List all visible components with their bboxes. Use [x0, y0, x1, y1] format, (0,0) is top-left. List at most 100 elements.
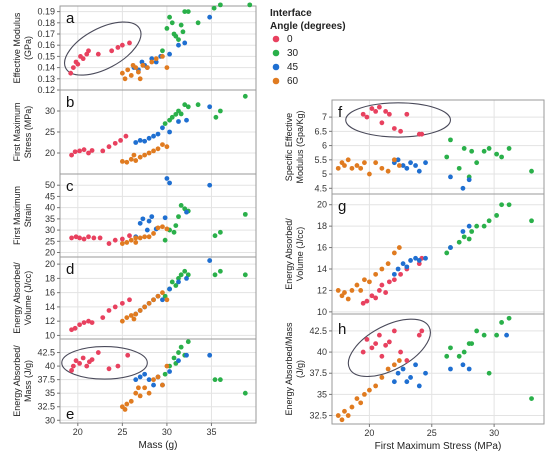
data-point [89, 357, 95, 362]
data-point [369, 345, 375, 351]
y-tick-label: 30 [45, 415, 55, 425]
data-point [151, 297, 156, 303]
data-point [119, 300, 125, 306]
data-point [160, 48, 165, 54]
data-point [176, 37, 181, 42]
data-point [499, 202, 504, 208]
data-point [247, 2, 253, 8]
data-point [360, 111, 366, 117]
data-point [160, 54, 165, 59]
data-point [155, 131, 161, 137]
data-point [376, 104, 382, 110]
y-tick-label: 20 [45, 148, 55, 158]
data-point [173, 33, 179, 39]
panel-g: 10 12 14 16 18 20 Energy Absorbed/Volume (J/cc… [284, 193, 545, 317]
legend-marker [272, 49, 280, 57]
data-point [456, 353, 462, 359]
data-point [182, 268, 188, 274]
data-point [124, 159, 130, 165]
data-point [400, 261, 406, 267]
data-point [349, 404, 355, 410]
data-point [391, 328, 397, 334]
data-point [212, 377, 218, 383]
y-tick-label: 0.14 [37, 63, 55, 73]
data-point [142, 304, 148, 310]
data-point [408, 160, 413, 166]
data-point [142, 234, 148, 240]
data-point [115, 45, 121, 50]
data-point [184, 352, 189, 358]
data-point [342, 163, 347, 168]
x-axis-label: Mass (g) [139, 440, 178, 451]
data-point [112, 237, 118, 243]
data-point [144, 65, 150, 70]
series-0-deg [360, 328, 425, 363]
data-point [448, 366, 453, 372]
data-point [80, 56, 86, 62]
data-point [118, 138, 123, 143]
data-point [167, 369, 172, 374]
data-point [70, 363, 76, 369]
data-point [146, 300, 152, 306]
data-point [367, 387, 372, 393]
series-60-deg [119, 363, 170, 412]
data-point [86, 150, 91, 156]
panel-d: 10 12 14 16 18 20 Energy Absorbed/Volume (J/cc… [12, 256, 257, 340]
data-point [160, 224, 165, 230]
y-axis-label: Specific EffectiveModulus (Gpa/Kg) [284, 110, 305, 183]
data-point [128, 237, 134, 243]
data-point [398, 271, 403, 277]
data-point [494, 332, 500, 338]
data-point [416, 258, 422, 263]
series-60-deg [119, 224, 170, 246]
y-tick-label: 10 [45, 330, 55, 340]
data-point [398, 349, 403, 355]
data-point [68, 70, 74, 76]
data-point [386, 279, 392, 285]
data-point [345, 157, 351, 163]
legend-title-line1: Interface [270, 8, 312, 19]
y-tick-label: 32.5 [309, 411, 327, 421]
data-point [416, 383, 422, 389]
data-point [217, 268, 223, 274]
data-point [529, 168, 534, 174]
panel-h: 32.5 35 37.5 40 42.5 20 25 30 First Maximum Stre… [284, 313, 545, 452]
x-tick-label: 25 [427, 428, 437, 438]
data-point [131, 316, 137, 322]
data-point [360, 349, 366, 355]
data-point [176, 350, 181, 355]
data-point [167, 286, 172, 292]
y-tick-label: 35 [317, 389, 327, 399]
data-point [160, 382, 165, 388]
data-point [124, 240, 130, 245]
data-point [423, 255, 428, 261]
data-point [162, 371, 168, 377]
data-point [358, 400, 364, 406]
legend-marker [272, 77, 280, 85]
series-60-deg [119, 54, 170, 82]
data-point [173, 111, 179, 117]
data-point [142, 385, 148, 391]
panel-letter-f: f [338, 104, 343, 121]
data-point [127, 40, 132, 46]
y-tick-label: 0.13 [37, 74, 55, 84]
data-point [137, 138, 143, 143]
data-point [207, 258, 213, 263]
data-point [486, 370, 492, 376]
data-point [212, 272, 218, 278]
data-point [529, 218, 534, 224]
data-point [180, 29, 186, 35]
legend-label: 45 [287, 62, 299, 73]
y-axis-label: First MaximumStress (MPa) [12, 103, 33, 162]
series-30-deg [162, 339, 248, 396]
data-point [342, 408, 347, 414]
data-point [195, 20, 201, 26]
data-point [379, 266, 385, 272]
data-point [70, 65, 76, 70]
y-tick-label: 7 [322, 112, 327, 122]
data-point [448, 137, 453, 143]
legend-item-45: 45 [272, 62, 299, 73]
data-point [130, 62, 136, 68]
x-tick-label: 20 [364, 428, 374, 438]
series-30-deg [444, 315, 534, 402]
